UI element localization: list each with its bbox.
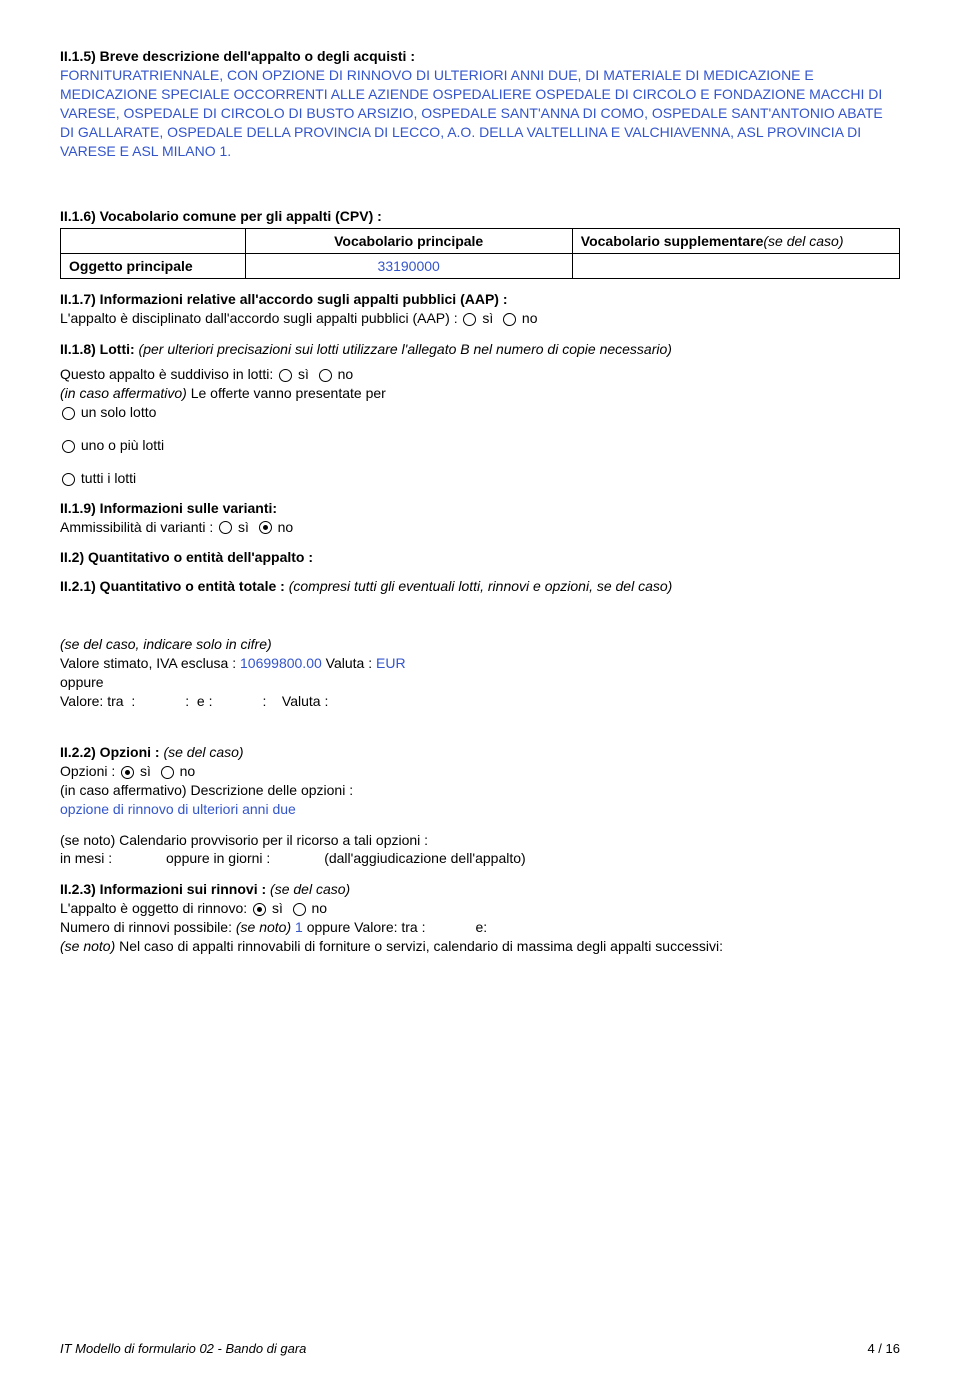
num-rinnovi: Numero di rinnovi possibile: (se noto) 1…	[60, 918, 900, 937]
footer-left: IT Modello di formulario 02 - Bando di g…	[60, 1341, 306, 1356]
cpv-row-supp	[572, 254, 899, 279]
section-1-8: II.1.8) Lotti: (per ulteriori precisazio…	[60, 340, 900, 487]
radio-var-no[interactable]	[259, 521, 272, 534]
section-1-9: II.1.9) Informazioni sulle varianti: Amm…	[60, 500, 900, 537]
cpv-th-blank	[61, 229, 246, 254]
heading-2-1: II.2.1) Quantitativo o entità totale : (…	[60, 577, 900, 596]
oppure: oppure	[60, 673, 900, 692]
heading-1-6: II.1.6) Vocabolario comune per gli appal…	[60, 208, 900, 224]
cpv-row-value: 33190000	[245, 254, 572, 279]
radio-un-solo-lotto[interactable]	[62, 407, 75, 420]
line-lotti-offerte: (in caso affermativo) Le offerte vanno p…	[60, 384, 900, 403]
heading-2-3: II.2.3) Informazioni sui rinnovi : (se d…	[60, 880, 900, 899]
radio-opzioni-si[interactable]	[121, 766, 134, 779]
opt-un-solo: un solo lotto	[60, 403, 900, 422]
footer-page: 4 / 16	[867, 1341, 900, 1356]
section-1-5: II.1.5) Breve descrizione dell'appalto o…	[60, 48, 900, 160]
line-varianti: Ammissibilità di varianti : sì no	[60, 518, 900, 537]
line-lotti: Questo appalto è suddiviso in lotti: sì …	[60, 365, 900, 384]
cpv-th-principale: Vocabolario principale	[245, 229, 572, 254]
line-1-7: L'appalto è disciplinato dall'accordo su…	[60, 309, 900, 328]
section-2-2: II.2.2) Opzioni : (se del caso) Opzioni …	[60, 743, 900, 868]
cpv-row-label: Oggetto principale	[61, 254, 246, 279]
section-2-1: II.2.1) Quantitativo o entità totale : (…	[60, 577, 900, 711]
section-2-3: II.2.3) Informazioni sui rinnovi : (se d…	[60, 880, 900, 956]
section-1-6: II.1.6) Vocabolario comune per gli appal…	[60, 208, 900, 279]
section-2: II.2) Quantitativo o entità dell'appalto…	[60, 549, 900, 565]
radio-rinnovo-no[interactable]	[293, 903, 306, 916]
heading-2-2: II.2.2) Opzioni : (se del caso)	[60, 743, 900, 762]
radio-var-si[interactable]	[219, 521, 232, 534]
radio-lotti-no[interactable]	[319, 369, 332, 382]
radio-lotti-si[interactable]	[279, 369, 292, 382]
opzioni-desc-val: opzione di rinnovo di ulteriori anni due	[60, 800, 900, 819]
valore-tra: Valore: tra :: e :: Valuta :	[60, 692, 900, 711]
valore-stimato: Valore stimato, IVA esclusa : 10699800.0…	[60, 654, 900, 673]
heading-1-8: II.1.8) Lotti: (per ulteriori precisazio…	[60, 340, 900, 359]
radio-aap-si[interactable]	[463, 313, 476, 326]
opt-tutti: tutti i lotti	[60, 469, 900, 488]
heading-1-5: II.1.5) Breve descrizione dell'appalto o…	[60, 48, 900, 64]
desc-1-5-body: FORNITURATRIENNALE, CON OPZIONE DI RINNO…	[60, 66, 900, 160]
rinnovo-line: L'appalto è oggetto di rinnovo: sì no	[60, 899, 900, 918]
cpv-table: Vocabolario principale Vocabolario suppl…	[60, 228, 900, 279]
heading-1-9: II.1.9) Informazioni sulle varianti:	[60, 500, 900, 516]
cal-mesi-giorni: in mesi : oppure in giorni : (dall'aggiu…	[60, 849, 900, 868]
radio-opzioni-no[interactable]	[161, 766, 174, 779]
calendario-rinnovabili: (se noto) Nel caso di appalti rinnovabil…	[60, 937, 900, 956]
section-1-7: II.1.7) Informazioni relative all'accord…	[60, 291, 900, 328]
heading-2: II.2) Quantitativo o entità dell'appalto…	[60, 549, 900, 565]
radio-uno-piu-lotti[interactable]	[62, 440, 75, 453]
opzioni-line: Opzioni : sì no	[60, 762, 900, 781]
radio-aap-no[interactable]	[503, 313, 516, 326]
radio-tutti-lotti[interactable]	[62, 473, 75, 486]
opzioni-desc-label: (in caso affermativo) Descrizione delle …	[60, 781, 900, 800]
radio-rinnovo-si[interactable]	[253, 903, 266, 916]
footer: IT Modello di formulario 02 - Bando di g…	[60, 1341, 900, 1356]
note-2-1: (se del caso, indicare solo in cifre)	[60, 635, 900, 654]
cpv-th-supp: Vocabolario supplementare(se del caso)	[572, 229, 899, 254]
opt-uno-piu: uno o più lotti	[60, 436, 900, 455]
cal-provv: (se noto) Calendario provvisorio per il …	[60, 831, 900, 850]
heading-1-7: II.1.7) Informazioni relative all'accord…	[60, 291, 900, 307]
